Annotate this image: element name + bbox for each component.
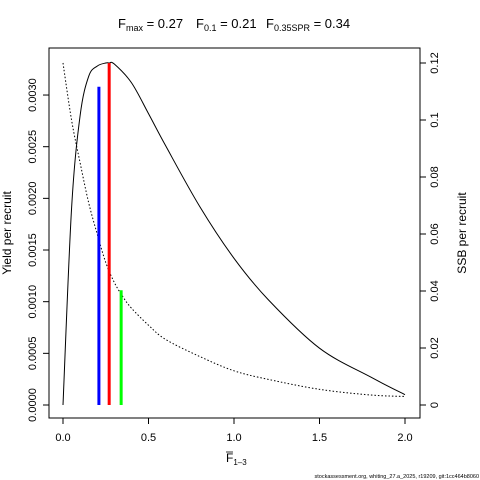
y-axis-left: 0.0000 0.0005 0.0010 0.0015 0.0020 0.0025 0.00…: [27, 78, 50, 422]
title-fmax: Fmax = 0.27: [118, 16, 183, 33]
x-tick-label: 1.0: [226, 432, 241, 444]
title-f01: F0.1 = 0.21: [196, 16, 257, 33]
y-left-tick-label: 0.0005: [27, 337, 39, 371]
series-layer: [62, 61, 406, 406]
y-right-tick-label: 0.1: [429, 112, 441, 127]
title-fspr: F0.35SPR = 0.34: [266, 16, 350, 33]
y-left-tick-label: 0.0010: [27, 285, 39, 319]
y-axis-left-label: Yield per recruit: [0, 191, 14, 275]
y-left-tick-label: 0.0030: [27, 78, 39, 112]
y-left-tick-label: 0.0020: [27, 182, 39, 216]
x-axis: 0.0 0.5 1.0 1.5 2.0: [55, 417, 413, 444]
x-tick-label: 0.5: [141, 432, 156, 444]
x-axis-label: F1–3: [226, 451, 247, 467]
y-axis-right-label: SSB per recruit: [455, 192, 469, 274]
x-tick-label: 2.0: [397, 432, 412, 444]
x-tick-label: 0.0: [55, 432, 70, 444]
y-axis-right: 0 0.02 0.04 0.06 0.08 0.1 0.12: [419, 52, 441, 408]
y-right-tick-label: 0.04: [429, 280, 441, 301]
reference-lines: [97, 63, 123, 405]
x-tick-label: 1.5: [312, 432, 327, 444]
y-right-tick-label: 0.12: [429, 52, 441, 73]
chart-title: Fmax = 0.27 F0.1 = 0.21 F0.35SPR = 0.34: [118, 16, 350, 33]
y-left-tick-label: 0.0015: [27, 233, 39, 267]
y-left-tick-label: 0.0025: [27, 130, 39, 164]
plot-frame: [48, 47, 421, 419]
ssb-per-recruit-curve: [62, 62, 406, 397]
y-right-tick-label: 0.06: [429, 223, 441, 244]
y-right-tick-label: 0.08: [429, 166, 441, 187]
yield-per-recruit-curve: [62, 61, 406, 406]
y-left-tick-label: 0.0000: [27, 388, 39, 422]
y-right-tick-label: 0: [429, 402, 441, 408]
y-right-tick-label: 0.02: [429, 337, 441, 358]
footer-note: stockassessment.org, whiting_27.a_2025, …: [315, 474, 480, 480]
